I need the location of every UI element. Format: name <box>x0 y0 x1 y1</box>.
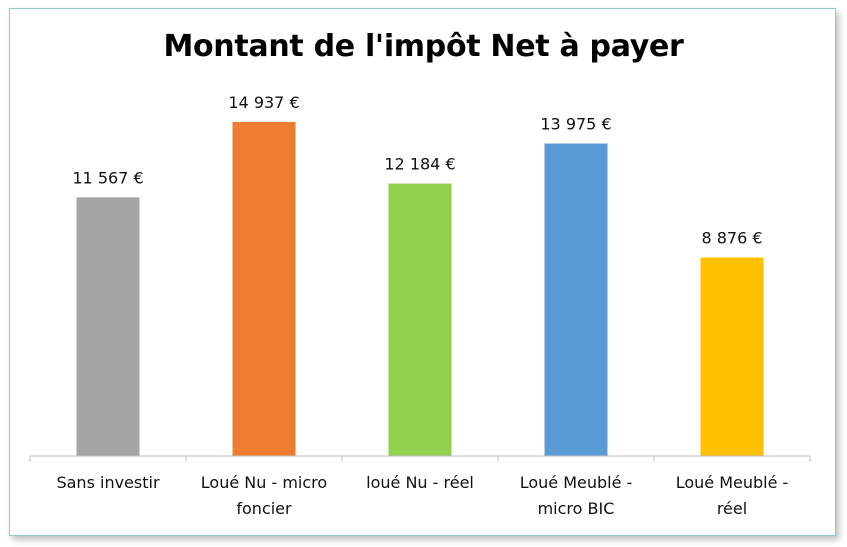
data-label: 14 937 € <box>228 93 299 112</box>
bar <box>700 257 764 456</box>
bar <box>388 183 452 456</box>
bar <box>232 122 296 456</box>
chart-title: Montant de l'impôt Net à payer <box>163 29 684 64</box>
x-tick-label: loué Nu - réel <box>366 473 474 492</box>
x-tick-label: Loué Meublé - <box>676 473 789 492</box>
data-label: 8 876 € <box>701 229 762 248</box>
data-label: 12 184 € <box>384 155 455 174</box>
bar <box>76 197 140 456</box>
data-label: 13 975 € <box>540 115 611 134</box>
bar <box>544 143 608 457</box>
x-tick-label: Sans investir <box>56 473 159 492</box>
data-label: 11 567 € <box>72 168 143 187</box>
x-tick-label: Loué Meublé - <box>520 473 633 492</box>
x-tick-label: foncier <box>236 499 292 518</box>
x-tick-label: micro BIC <box>538 499 615 518</box>
x-tick-label: Loué Nu - micro <box>201 473 327 492</box>
x-tick-label: réel <box>717 499 747 518</box>
